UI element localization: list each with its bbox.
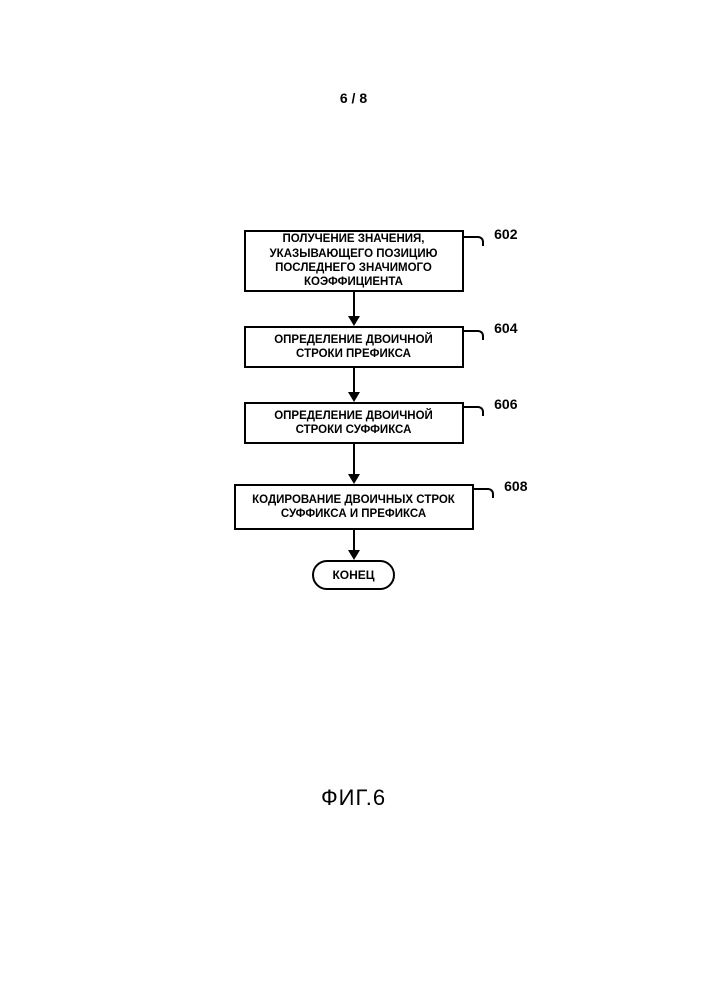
page-number: 6 / 8 <box>0 90 707 106</box>
arrow-head-icon <box>348 316 360 326</box>
flow-node-box: ПОЛУЧЕНИЕ ЗНАЧЕНИЯ, УКАЗЫВАЮЩЕГО ПОЗИЦИЮ… <box>244 230 464 292</box>
ref-lead <box>462 330 484 340</box>
ref-number: 608 <box>504 478 527 494</box>
page: 6 / 8 ПОЛУЧЕНИЕ ЗНАЧЕНИЯ, УКАЗЫВАЮЩЕГО П… <box>0 0 707 1000</box>
arrow-line <box>353 444 355 474</box>
ref-lead <box>462 236 484 246</box>
arrow-line <box>353 530 355 550</box>
flow-node-box: КОДИРОВАНИЕ ДВОИЧНЫХ СТРОК СУФФИКСА И ПР… <box>234 484 474 530</box>
ref-number: 602 <box>494 226 517 242</box>
ref-lead <box>462 406 484 416</box>
flow-node: ОПРЕДЕЛЕНИЕ ДВОИЧНОЙ СТРОКИ СУФФИКСА 606 <box>244 402 464 444</box>
figure-label: ФИГ.6 <box>0 785 707 811</box>
arrow-head-icon <box>348 474 360 484</box>
arrow-line <box>353 292 355 316</box>
flow-node-box: ОПРЕДЕЛЕНИЕ ДВОИЧНОЙ СТРОКИ СУФФИКСА <box>244 402 464 444</box>
flow-node: ОПРЕДЕЛЕНИЕ ДВОИЧНОЙ СТРОКИ ПРЕФИКСА 604 <box>244 326 464 368</box>
flowchart: ПОЛУЧЕНИЕ ЗНАЧЕНИЯ, УКАЗЫВАЮЩЕГО ПОЗИЦИЮ… <box>0 230 707 590</box>
flow-node-box: ОПРЕДЕЛЕНИЕ ДВОИЧНОЙ СТРОКИ ПРЕФИКСА <box>244 326 464 368</box>
ref-number: 606 <box>494 396 517 412</box>
terminator-end: КОНЕЦ <box>312 560 394 590</box>
ref-number: 604 <box>494 320 517 336</box>
arrow-head-icon <box>348 392 360 402</box>
flow-node: КОДИРОВАНИЕ ДВОИЧНЫХ СТРОК СУФФИКСА И ПР… <box>234 484 474 530</box>
arrow-head-icon <box>348 550 360 560</box>
flow-node: ПОЛУЧЕНИЕ ЗНАЧЕНИЯ, УКАЗЫВАЮЩЕГО ПОЗИЦИЮ… <box>244 230 464 292</box>
ref-lead <box>472 488 494 498</box>
arrow-line <box>353 368 355 392</box>
